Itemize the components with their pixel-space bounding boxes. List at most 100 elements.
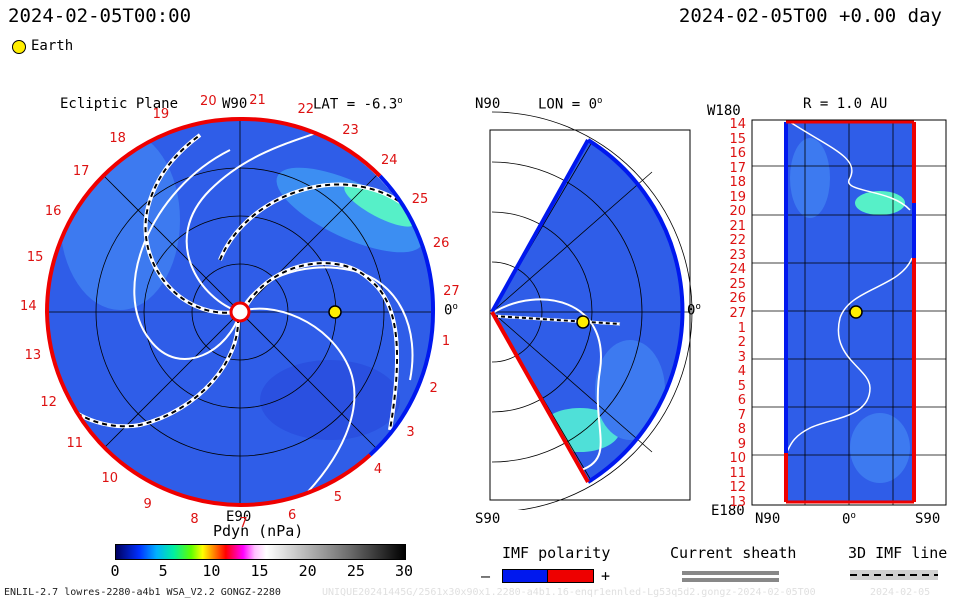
rpanel-row-label: 25 — [729, 276, 746, 292]
rpanel-row-label: 13 — [729, 495, 746, 510]
rpanel-row-label: 27 — [729, 306, 746, 321]
imf-plus-label: + — [601, 567, 611, 585]
rpanel-row-label: 2 — [737, 335, 746, 351]
carrington-label: 25 — [411, 191, 429, 207]
date-right: 2024-02-05T00 +0.00 day — [678, 5, 942, 27]
rpanel-row-label: 24 — [729, 262, 746, 278]
carrington-label: 21 — [249, 92, 266, 108]
meridional-lon-label: LON = 0o — [538, 96, 603, 113]
carrington-label: 4 — [373, 461, 383, 477]
carrington-label: 24 — [381, 153, 398, 169]
imf-negative-swatch — [502, 569, 549, 583]
colorbar — [115, 544, 406, 560]
rpanel-row-label: 5 — [737, 378, 746, 394]
carrington-label: 27 — [443, 284, 460, 300]
ecliptic-top-label: W90 — [222, 96, 248, 112]
ecliptic-title: Ecliptic Plane — [60, 96, 179, 112]
imf-line-title: 3D IMF line — [848, 544, 948, 562]
rpanel-row-label: 22 — [729, 233, 746, 249]
carrington-label: 2 — [429, 381, 438, 397]
rpanel-row-label: 18 — [729, 175, 746, 191]
rpanel-top-label: W180 — [707, 103, 741, 119]
rpanel-row-label: 12 — [729, 480, 746, 496]
colorbar-tick-label: 30 — [395, 562, 414, 580]
rpanel-axis-s90: S90 — [915, 511, 941, 527]
colorbar-tick-label: 25 — [346, 562, 365, 580]
current-sheath-title: Current sheath — [670, 544, 797, 562]
colorbar-tick-label: 15 — [250, 562, 269, 580]
rpanel-axis-n90: N90 — [755, 511, 781, 527]
date-left: 2024-02-05T00:00 — [8, 5, 192, 27]
earth-legend-icon — [12, 40, 26, 54]
rpanel-row-label: 8 — [737, 422, 746, 438]
carrington-label: 26 — [432, 236, 450, 252]
rpanel-axis-0: 0o — [842, 511, 856, 528]
current-sheath-swatch-top — [682, 571, 779, 575]
carrington-label: 19 — [152, 107, 170, 123]
carrington-label: 8 — [190, 511, 199, 527]
imf-line-swatch — [850, 570, 938, 580]
rpanel-row-label: 15 — [729, 131, 746, 147]
ecliptic-bottom-label: E90 — [226, 509, 252, 525]
rpanel-row-label: 6 — [737, 393, 746, 409]
meridional-bottom-label: S90 — [475, 511, 501, 527]
carrington-label: 17 — [72, 163, 90, 179]
rpanel-row-label: 20 — [729, 204, 746, 220]
carrington-label: 15 — [26, 250, 44, 266]
earth-marker-rpanel — [849, 305, 863, 319]
colorbar-tick-label: 0 — [110, 562, 120, 580]
rpanel-row-label: 3 — [737, 349, 746, 365]
rpanel-radius-label: R = 1.0 AU — [803, 96, 888, 112]
colorbar-tick-label: 10 — [202, 562, 221, 580]
colorbar-tick-label: 20 — [298, 562, 317, 580]
colorbar-label: Pdyn (nPa) — [213, 522, 304, 540]
colorbar-tick-label: 5 — [158, 562, 168, 580]
rpanel-row-label: 14 — [729, 117, 746, 132]
carrington-label: 22 — [297, 102, 315, 118]
imf-polarity-title: IMF polarity — [502, 544, 611, 562]
carrington-label: 1 — [441, 333, 451, 349]
carrington-label: 7 — [239, 515, 248, 531]
meridional-plot — [489, 111, 693, 510]
carrington-label: 12 — [40, 394, 57, 410]
rpanel-row-label: 16 — [729, 146, 746, 162]
earth-marker-ecliptic — [328, 305, 342, 319]
rpanel-row-label: 23 — [729, 247, 746, 263]
carrington-label: 20 — [200, 94, 217, 110]
carrington-label: 6 — [288, 508, 297, 524]
footer-run-info: UNIQUE20241445G/2561x30x90x1.2280-a4b1.1… — [322, 587, 816, 598]
rpanel-row-label: 1 — [737, 320, 746, 336]
current-sheath-swatch-bottom — [682, 578, 779, 582]
earth-legend-label: Earth — [31, 38, 74, 54]
rpanel-row-label: 21 — [729, 218, 746, 234]
carrington-label: 14 — [20, 299, 37, 315]
carrington-label: 18 — [109, 131, 126, 147]
rpanel-row-label: 19 — [729, 189, 746, 205]
rpanel-row-label: 26 — [729, 291, 746, 307]
ecliptic-lat-label: LAT = -6.3o — [313, 96, 403, 113]
carrington-label: 11 — [66, 436, 84, 452]
ecliptic-right-label: 0o — [444, 302, 458, 319]
carrington-label: 9 — [143, 496, 152, 512]
rpanel-row-label: 17 — [729, 160, 746, 176]
rpanel-row-label: 9 — [737, 436, 746, 452]
ecliptic-plane-plot — [44, 116, 436, 508]
carrington-label: 13 — [24, 348, 42, 364]
carrington-label: 10 — [101, 471, 119, 487]
imf-positive-swatch — [547, 569, 594, 583]
carrington-label: 23 — [342, 122, 359, 138]
carrington-label: 5 — [333, 490, 342, 505]
earth-marker-meridional — [576, 315, 590, 329]
footer-date-stamp: 2024-02-05 — [870, 587, 931, 598]
meridional-top-label: N90 — [475, 96, 501, 112]
rpanel-row-label: 4 — [737, 364, 746, 380]
rpanel-row-label: 7 — [737, 407, 746, 423]
rpanel-row-label: 10 — [729, 451, 746, 467]
carrington-label: 16 — [44, 204, 62, 220]
rpanel-plot — [751, 119, 947, 506]
rpanel-row-label: 11 — [729, 465, 746, 481]
rpanel-bottom-label: E180 — [711, 503, 745, 519]
imf-minus-label: – — [481, 567, 491, 585]
carrington-label: 3 — [406, 424, 415, 440]
footer-model-info: ENLIL-2.7 lowres-2280-a4b1 WSA_V2.2 GONG… — [4, 587, 281, 598]
